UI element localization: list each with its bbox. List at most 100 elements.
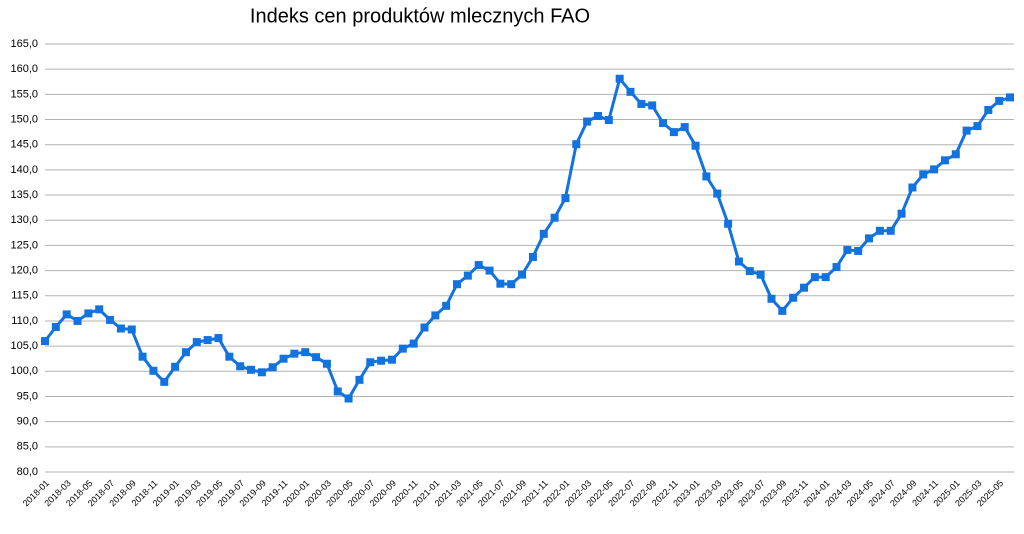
data-point [377, 356, 386, 365]
data-point [539, 229, 548, 238]
data-point [659, 119, 668, 128]
data-point [290, 349, 299, 358]
data-point [528, 252, 537, 261]
data-point [496, 279, 505, 288]
data-point [149, 366, 158, 375]
y-tick-label: 80,0 [17, 466, 38, 478]
data-point [550, 213, 559, 222]
data-point [160, 377, 169, 386]
data-point [73, 316, 82, 325]
data-point [875, 226, 884, 235]
data-point [192, 338, 201, 347]
data-point [485, 266, 494, 275]
y-tick-label: 130,0 [10, 214, 38, 226]
data-point [843, 245, 852, 254]
data-point [453, 280, 462, 289]
data-point [865, 234, 874, 243]
data-point [268, 363, 277, 372]
y-tick-label: 115,0 [11, 290, 38, 302]
data-point [301, 348, 310, 357]
data-point [442, 301, 451, 310]
data-point [626, 87, 635, 96]
data-point [897, 209, 906, 218]
data-point [756, 270, 765, 279]
data-point [778, 306, 787, 315]
data-point [789, 293, 798, 302]
data-point [203, 336, 212, 345]
data-point [387, 355, 396, 364]
data-point [84, 309, 93, 318]
data-point [106, 315, 115, 324]
data-point [767, 294, 776, 303]
y-tick-label: 135,0 [10, 189, 38, 201]
data-point [680, 123, 689, 132]
data-point [95, 305, 104, 314]
data-point [691, 141, 700, 150]
y-tick-label: 165,0 [10, 38, 38, 50]
data-point [745, 267, 754, 276]
data-point [236, 362, 245, 371]
data-point [669, 128, 678, 137]
y-tick-label: 105,0 [10, 340, 38, 352]
data-point [507, 280, 516, 289]
data-point [1006, 93, 1014, 102]
data-point [344, 394, 353, 403]
y-tick-label: 110,0 [11, 315, 38, 327]
data-point [962, 126, 971, 135]
data-point [799, 283, 808, 292]
data-point [637, 99, 646, 108]
data-point [832, 263, 841, 272]
data-point [279, 354, 288, 363]
y-tick-label: 145,0 [10, 139, 38, 151]
data-point [734, 257, 743, 266]
y-tick-label: 120,0 [10, 264, 38, 276]
data-point [366, 358, 375, 367]
y-tick-label: 85,0 [17, 441, 38, 453]
data-point [312, 353, 321, 362]
data-point [995, 96, 1004, 105]
data-point [940, 156, 949, 165]
data-point [116, 324, 125, 333]
data-point [62, 310, 71, 319]
y-tick-label: 160,0 [10, 63, 38, 75]
data-point [908, 183, 917, 192]
data-point [355, 375, 364, 384]
y-tick-label: 95,0 [17, 390, 38, 402]
y-tick-label: 90,0 [17, 416, 38, 428]
data-point [648, 101, 657, 110]
data-point [561, 194, 570, 203]
data-point [593, 112, 602, 121]
data-point [41, 337, 49, 346]
y-tick-label: 150,0 [10, 113, 38, 125]
data-point [713, 189, 722, 198]
data-point [247, 365, 256, 374]
data-point [886, 226, 895, 235]
data-point [583, 117, 592, 126]
data-point [322, 359, 331, 368]
data-point [615, 74, 624, 83]
data-point [127, 325, 136, 334]
y-tick-label: 140,0 [10, 164, 38, 176]
data-point [214, 334, 223, 343]
data-point [431, 311, 440, 320]
y-tick-label: 155,0 [10, 88, 38, 100]
data-point [409, 339, 418, 348]
data-point [463, 271, 472, 280]
data-point [973, 122, 982, 131]
data-point [398, 344, 407, 353]
y-tick-label: 100,0 [10, 365, 38, 377]
data-point [572, 140, 581, 149]
chart-title: Indeks cen produktów mlecznych FAO [250, 5, 590, 27]
data-point [702, 172, 711, 181]
data-point [821, 273, 830, 282]
y-tick-label: 125,0 [10, 239, 38, 251]
data-point [930, 165, 939, 174]
data-point [518, 270, 527, 279]
data-point [51, 322, 60, 331]
data-point [724, 219, 733, 228]
data-point [984, 105, 993, 114]
data-point [138, 352, 147, 361]
data-point [171, 362, 180, 371]
data-point [919, 170, 928, 179]
